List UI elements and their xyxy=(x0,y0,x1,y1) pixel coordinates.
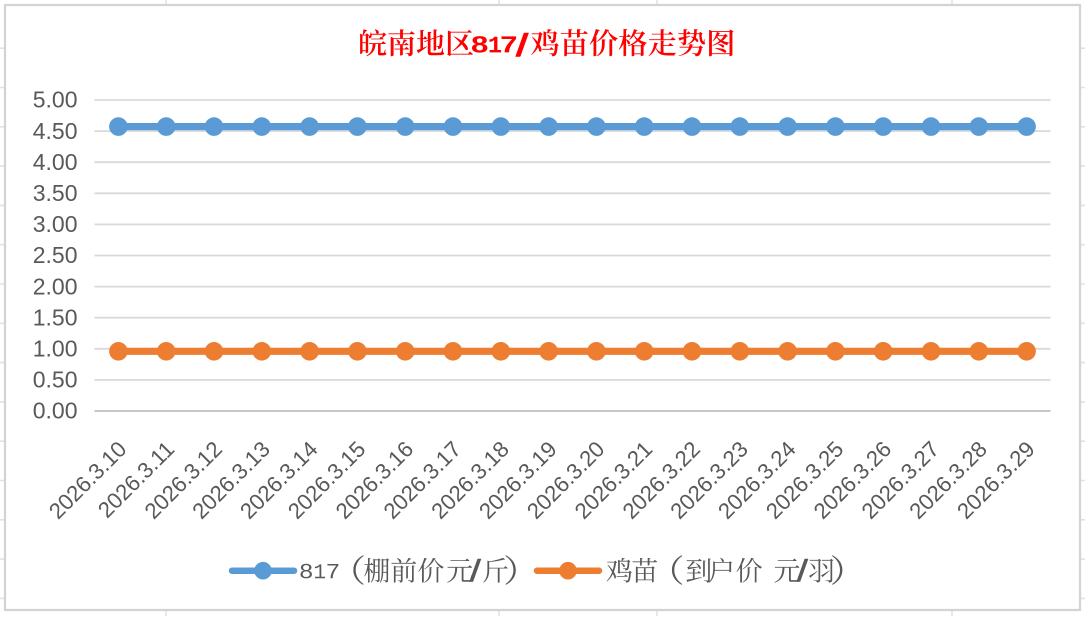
svg-text:2.50: 2.50 xyxy=(33,242,78,268)
svg-text:0.50: 0.50 xyxy=(33,367,78,393)
svg-text:3.00: 3.00 xyxy=(33,211,78,237)
svg-text:1.00: 1.00 xyxy=(33,336,78,362)
svg-text:5.00: 5.00 xyxy=(33,87,78,113)
svg-text:4.50: 4.50 xyxy=(33,118,78,144)
svg-text:3.50: 3.50 xyxy=(33,180,78,206)
svg-text:1.50: 1.50 xyxy=(33,304,78,330)
svg-text:2.00: 2.00 xyxy=(33,273,78,299)
svg-text:0.00: 0.00 xyxy=(33,398,78,424)
svg-text:4.00: 4.00 xyxy=(33,149,78,175)
